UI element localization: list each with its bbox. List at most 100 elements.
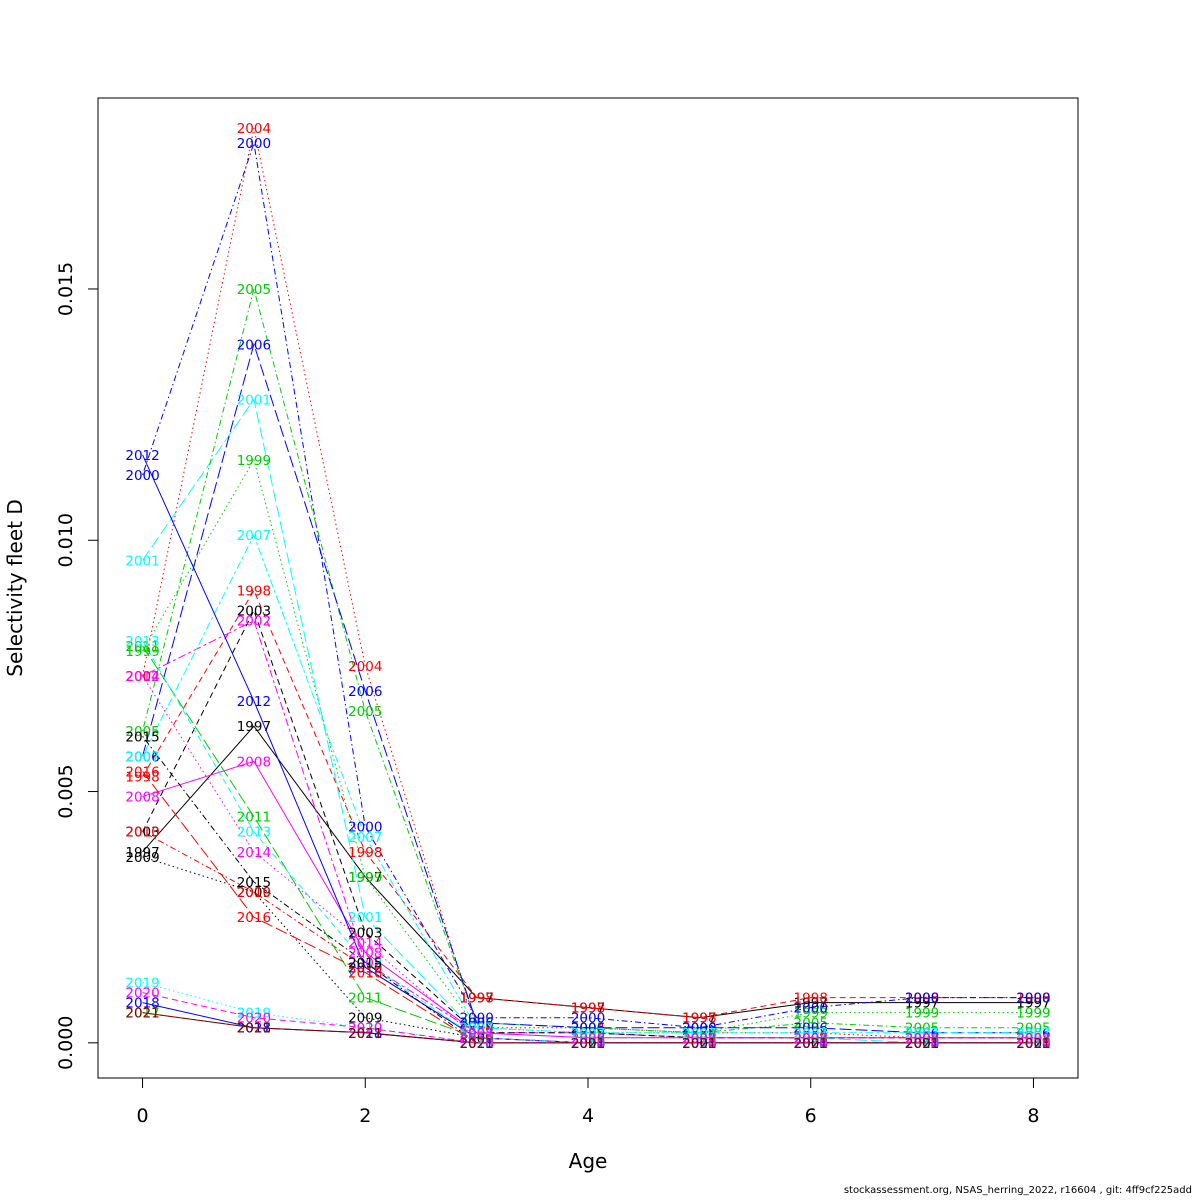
point-label-2020: 2020 <box>459 1036 493 1052</box>
point-label-2012: 2012 <box>459 1031 493 1047</box>
point-label-2015: 2015 <box>571 1036 605 1052</box>
point-label-2012: 2012 <box>682 1036 716 1052</box>
series-line-2007 <box>142 533 1034 1034</box>
series-line-1998 <box>142 589 1034 1019</box>
y-tick-label: 0.015 <box>55 262 77 316</box>
point-label-2008: 2008 <box>459 1026 493 1042</box>
point-label-2006: 2006 <box>682 1021 716 1037</box>
series-line-2000 <box>142 143 1034 1029</box>
point-label-2006: 2006 <box>1016 1026 1050 1042</box>
point-label-2009: 2009 <box>905 1036 939 1052</box>
point-label-2009: 2009 <box>459 1031 493 1047</box>
point-label-2019: 2019 <box>571 1036 605 1052</box>
point-label-2021: 2021 <box>348 1026 382 1042</box>
point-label-2005: 2005 <box>682 1026 716 1042</box>
point-label-2012: 2012 <box>1016 1036 1050 1052</box>
point-label-1997: 1997 <box>459 991 493 1007</box>
point-label-2017: 2017 <box>348 1026 382 1042</box>
point-label-2012: 2012 <box>794 1036 828 1052</box>
point-label-2012: 2012 <box>905 1036 939 1052</box>
point-label-2016: 2016 <box>905 1036 939 1052</box>
point-label-2007: 2007 <box>571 1026 605 1042</box>
point-label-2016: 2016 <box>794 1036 828 1052</box>
point-label-2018: 2018 <box>1016 1036 1050 1052</box>
point-label-1999: 1999 <box>571 1026 605 1042</box>
point-label-2009: 2009 <box>1016 1036 1050 1052</box>
point-label-2017: 2017 <box>905 1036 939 1052</box>
point-label-2020: 2020 <box>682 1036 716 1052</box>
point-label-2017: 2017 <box>571 1036 605 1052</box>
point-label-1998: 1998 <box>237 584 271 600</box>
point-label-2020: 2020 <box>571 1036 605 1052</box>
point-label-2020: 2020 <box>905 1036 939 1052</box>
point-label-2002: 2002 <box>682 1031 716 1047</box>
point-label-2011: 2011 <box>125 639 159 655</box>
point-label-1998: 1998 <box>794 991 828 1007</box>
point-label-1998: 1998 <box>682 1011 716 1027</box>
point-label-2016: 2016 <box>682 1036 716 1052</box>
point-label-2006: 2006 <box>459 1016 493 1032</box>
point-label-1999: 1999 <box>125 644 159 660</box>
x-tick-label: 6 <box>805 1105 817 1127</box>
point-label-2005: 2005 <box>125 724 159 740</box>
point-label-2005: 2005 <box>459 1016 493 1032</box>
y-tick-label: 0.000 <box>55 1016 77 1070</box>
point-label-2018: 2018 <box>794 1036 828 1052</box>
series-line-2005 <box>142 288 1034 1034</box>
point-label-2000: 2000 <box>125 468 159 484</box>
point-label-2007: 2007 <box>237 528 271 544</box>
point-label-2014: 2014 <box>348 935 382 951</box>
point-label-1997: 1997 <box>348 870 382 886</box>
point-label-2011: 2011 <box>348 991 382 1007</box>
point-label-2011: 2011 <box>794 1036 828 1052</box>
point-label-2017: 2017 <box>682 1036 716 1052</box>
point-label-2012: 2012 <box>125 448 159 464</box>
point-label-1997: 1997 <box>125 845 159 861</box>
point-label-2001: 2001 <box>237 393 271 409</box>
point-label-2007: 2007 <box>459 1021 493 1037</box>
point-label-2003: 2003 <box>459 1026 493 1042</box>
point-label-2013: 2013 <box>237 825 271 841</box>
point-label-2000: 2000 <box>1016 991 1050 1007</box>
point-label-2006: 2006 <box>794 1021 828 1037</box>
x-tick-label: 4 <box>582 1105 594 1127</box>
point-label-2014: 2014 <box>125 669 159 685</box>
point-label-2011: 2011 <box>571 1036 605 1052</box>
point-label-2001: 2001 <box>905 1036 939 1052</box>
point-label-2010: 2010 <box>237 885 271 901</box>
point-label-1999: 1999 <box>459 1021 493 1037</box>
point-label-2017: 2017 <box>237 1021 271 1037</box>
point-label-2021: 2021 <box>682 1036 716 1052</box>
point-label-2006: 2006 <box>348 684 382 700</box>
point-label-2001: 2001 <box>1016 1036 1050 1052</box>
point-label-2016: 2016 <box>571 1036 605 1052</box>
point-label-2018: 2018 <box>571 1036 605 1052</box>
point-label-1999: 1999 <box>794 1006 828 1022</box>
point-label-2018: 2018 <box>682 1036 716 1052</box>
point-label-2002: 2002 <box>237 614 271 630</box>
point-label-2010: 2010 <box>1016 1036 1050 1052</box>
point-label-2005: 2005 <box>905 1021 939 1037</box>
point-label-2020: 2020 <box>794 1036 828 1052</box>
point-label-1998: 1998 <box>459 991 493 1007</box>
point-label-2008: 2008 <box>125 790 159 806</box>
point-label-2007: 2007 <box>348 830 382 846</box>
point-label-2004: 2004 <box>1016 1031 1050 1047</box>
point-label-2004: 2004 <box>459 1021 493 1037</box>
point-label-2001: 2001 <box>682 1031 716 1047</box>
point-label-2009: 2009 <box>571 1036 605 1052</box>
point-label-2008: 2008 <box>348 945 382 961</box>
series-line-2021 <box>142 1012 1034 1044</box>
point-label-2016: 2016 <box>1016 1036 1050 1052</box>
point-label-2003: 2003 <box>125 825 159 841</box>
axes: 0 2 4 6 8 0.000 0.005 0.010 0.015 <box>55 262 1040 1127</box>
point-label-2010: 2010 <box>459 1031 493 1047</box>
point-label-2015: 2015 <box>905 1036 939 1052</box>
point-label-1998: 1998 <box>348 845 382 861</box>
point-label-2021: 2021 <box>571 1036 605 1052</box>
point-label-2004: 2004 <box>682 1026 716 1042</box>
point-label-2006: 2006 <box>905 1026 939 1042</box>
point-label-2020: 2020 <box>348 1021 382 1037</box>
point-label-2008: 2008 <box>682 1031 716 1047</box>
point-label-2017: 2017 <box>1016 1036 1050 1052</box>
